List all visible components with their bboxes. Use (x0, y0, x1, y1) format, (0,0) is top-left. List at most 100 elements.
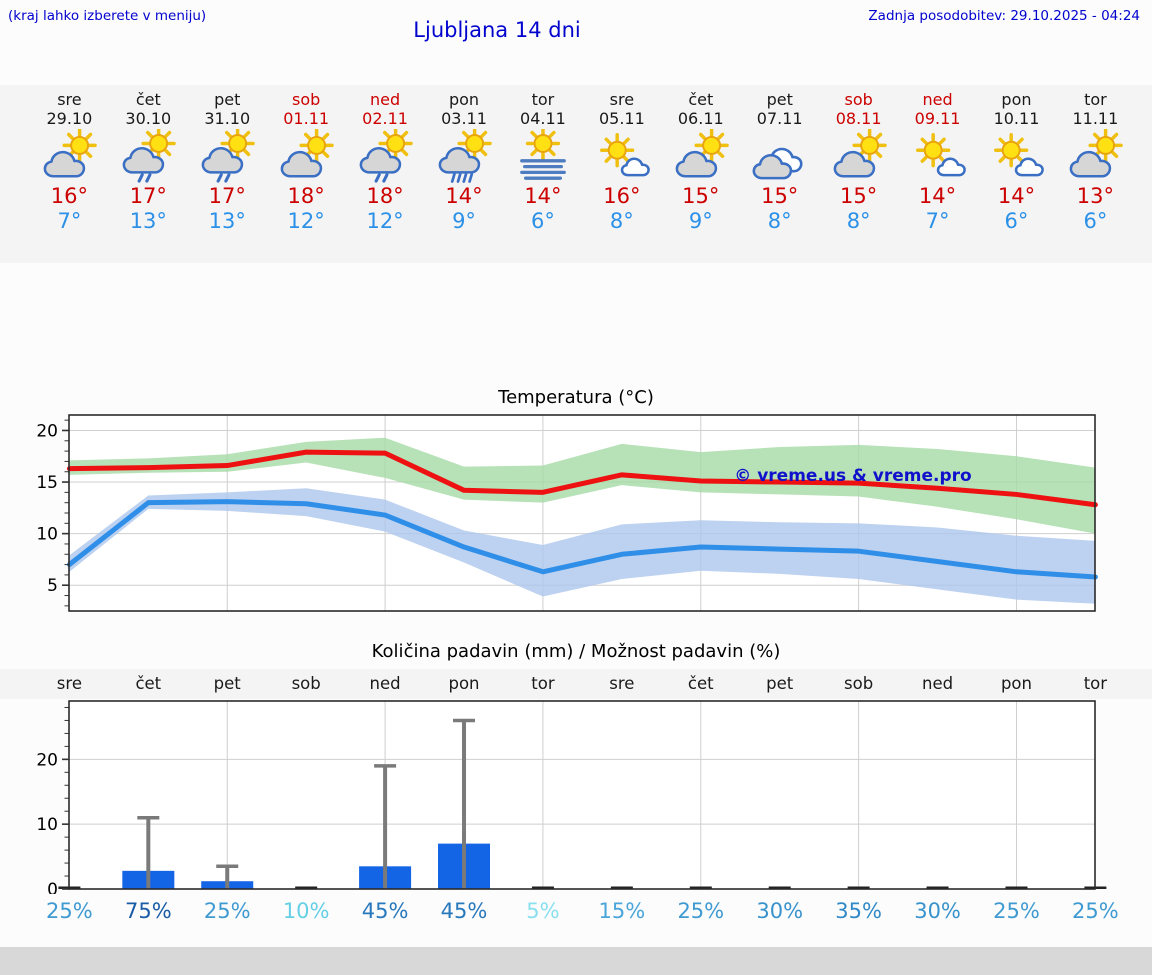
svg-text:0: 0 (47, 880, 58, 899)
weather-icon-rain-sun (116, 129, 180, 183)
precip-day-label: sob (844, 674, 874, 693)
day-column: pon 10.11 14° 6° (974, 85, 1058, 234)
min-temperature: 9° (688, 209, 713, 233)
min-temperature: 8° (846, 209, 871, 233)
precip-probability: 75% (124, 899, 172, 923)
day-date: 09.11 (914, 109, 961, 128)
svg-text:10: 10 (36, 815, 58, 835)
day-date: 10.11 (993, 109, 1040, 128)
max-temperature: 16° (50, 184, 88, 208)
day-name: pet (766, 90, 793, 109)
min-temperature: 9° (452, 209, 476, 233)
day-date: 31.10 (204, 109, 251, 128)
precip-day-label: pet (213, 674, 241, 693)
precip-day-label: sre (609, 674, 635, 693)
day-column: čet 06.11 15° 9° (659, 85, 743, 234)
day-name: pon (448, 90, 480, 109)
min-temperature: 8° (767, 209, 792, 233)
svg-text:10: 10 (36, 525, 58, 545)
min-temperature: 6° (1004, 209, 1029, 233)
day-name: čet (135, 90, 161, 109)
day-column: ned 09.11 14° 7° (896, 85, 980, 234)
temp-min-line (66, 499, 1098, 580)
precipitation-chart-title: Količina padavin (mm) / Možnost padavin … (371, 641, 781, 662)
day-date: 07.11 (756, 109, 803, 128)
precip-probability: 25% (46, 899, 93, 923)
precip-day-label: čet (687, 674, 714, 693)
max-temperature: 14° (445, 184, 483, 208)
max-temperature: 17° (208, 184, 246, 208)
precip-day-label: čet (135, 674, 162, 693)
precipitation-probability-row: 25% 75% 25% 10% 45% 45% 5% 15% 25% 30% 35% 30% 25% 25… (0, 894, 1152, 928)
temp-max-line (66, 449, 1098, 508)
weather-icon-partly-cloudy (669, 129, 733, 183)
footer-bar (0, 947, 1152, 975)
precip-day-label: sob (291, 674, 321, 693)
precip-day-label: pon (1000, 674, 1032, 693)
precip-probability: 35% (835, 899, 882, 923)
precip-probability: 25% (677, 899, 725, 923)
day-column: tor 04.11 14° 6° (501, 85, 585, 234)
precip-probability: 15% (598, 899, 646, 923)
day-name: čet (688, 90, 714, 109)
weather-icon-rain-sun (195, 129, 259, 183)
precip-probability: 30% (756, 899, 804, 923)
day-date: 03.11 (441, 109, 487, 128)
menu-hint-note: (kraj lahko izberete v meniju) (8, 8, 207, 24)
day-date: 08.11 (835, 109, 882, 128)
precip-probability: 25% (1072, 899, 1119, 923)
min-temperature: 13° (208, 209, 246, 233)
day-date: 30.10 (125, 109, 172, 128)
precip-probability: 45% (440, 899, 488, 923)
day-name: tor (531, 90, 555, 109)
precip-whiskers (137, 718, 476, 889)
min-temperature: 12° (287, 209, 325, 233)
weather-icon-fog-sun (511, 129, 575, 183)
temp-min-band (69, 488, 1096, 604)
precip-day-label: ned (369, 674, 401, 693)
temperature-chart: 5 10 15 20 © vreme.us & vreme.pro (36, 414, 1098, 612)
day-name: pet (214, 90, 241, 109)
day-name: ned (922, 90, 953, 109)
precip-day-label: pon (448, 674, 480, 693)
day-column: sre 05.11 16° 8° (580, 85, 664, 234)
min-temperature: 7° (925, 209, 950, 233)
min-temperature: 12° (366, 209, 404, 233)
min-temperature: 8° (609, 209, 634, 233)
weather-icon-partly-cloudy (827, 129, 891, 183)
day-date: 05.11 (598, 109, 645, 128)
min-temperature: 6° (531, 209, 555, 233)
weather-icon-partly-cloudy (37, 129, 101, 183)
max-temperature: 17° (129, 184, 167, 208)
day-column: sob 01.11 18° 12° (264, 85, 348, 234)
max-temperature: 15° (682, 184, 720, 208)
max-temperature: 15° (840, 184, 878, 208)
day-name: sre (57, 90, 82, 109)
max-temperature: 18° (287, 184, 325, 208)
day-date: 01.11 (283, 109, 330, 128)
max-temperature: 14° (524, 184, 562, 208)
precip-day-label: ned (922, 674, 954, 693)
day-name: sre (609, 90, 635, 109)
precip-day-label: tor (1083, 674, 1108, 693)
max-temperature: 13° (1076, 184, 1114, 208)
day-date: 04.11 (520, 109, 566, 128)
day-column: pet 07.11 15° 8° (738, 85, 822, 234)
day-name: sob (844, 90, 873, 109)
svg-text:20: 20 (36, 421, 58, 441)
day-column: pon 03.11 14° 9° (422, 85, 506, 234)
day-name: pon (1001, 90, 1032, 109)
day-date: 11.11 (1072, 109, 1119, 128)
precip-day-label: sre (56, 674, 82, 693)
precip-probability: 30% (914, 899, 961, 923)
day-name: sob (292, 90, 321, 109)
weather-icon-partly-cloudy (1063, 129, 1127, 183)
precipitation-day-labels: sre čet pet sob ned pon tor sre čet pet sob ned pon t… (0, 669, 1152, 699)
weather-icon-rain-sun (353, 129, 417, 183)
day-name: ned (370, 90, 401, 109)
precip-probability: 5% (526, 899, 560, 923)
max-temperature: 16° (603, 184, 641, 208)
page-title: Ljubljana 14 dni (413, 18, 581, 42)
day-date: 06.11 (677, 109, 724, 128)
